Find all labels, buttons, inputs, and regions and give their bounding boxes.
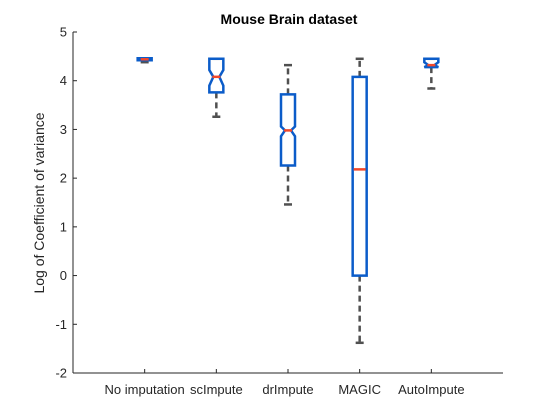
y-tick-label: 1 — [60, 219, 67, 234]
y-tick-label: 3 — [60, 122, 67, 137]
y-tick-label: -1 — [55, 317, 67, 332]
box-group — [208, 57, 225, 119]
x-tick-label: MAGIC — [338, 382, 381, 397]
x-tick-label: drImpute — [262, 382, 313, 397]
y-tick-label: 4 — [60, 73, 67, 88]
chart-title: Mouse Brain dataset — [221, 11, 358, 27]
x-tick-label: scImpute — [190, 382, 243, 397]
y-tick-label: 0 — [60, 268, 67, 283]
box-group — [351, 57, 368, 345]
box-body — [208, 57, 225, 94]
y-tick-label: 5 — [60, 25, 67, 40]
box-body — [136, 57, 153, 62]
y-tick-label: -2 — [55, 366, 67, 381]
box-group — [279, 63, 297, 206]
x-tick-label: No imputation — [105, 382, 185, 397]
x-tick-label: AutoImpute — [398, 382, 465, 397]
box-group — [423, 57, 440, 90]
y-axis-label: Log of Coefficient of variance — [31, 112, 47, 293]
box-body — [279, 93, 297, 167]
box-body — [423, 57, 440, 69]
box-group — [136, 57, 153, 64]
y-tick-label: 2 — [60, 171, 67, 186]
boxes-group — [136, 57, 440, 345]
box-body — [351, 75, 368, 277]
axes-group: -2 -1 0 1 2 3 4 5 No imputation scImpute drImpute M… — [55, 25, 503, 397]
